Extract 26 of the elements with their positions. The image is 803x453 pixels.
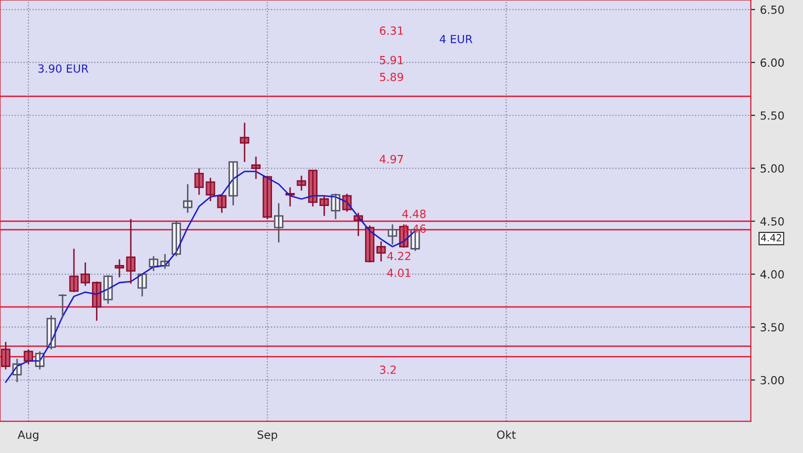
annotation: 3.2: [380, 366, 396, 374]
candlestick: [114, 258, 124, 278]
annotation: 4.22: [387, 252, 410, 260]
candlestick: [58, 294, 68, 318]
x-tick-label: Aug: [18, 430, 38, 442]
y-tick-label: 3.50: [760, 323, 784, 332]
annotation: 6.31: [380, 26, 403, 35]
y-tick-label: 4.50: [760, 217, 784, 226]
annotation: 4.46: [402, 224, 426, 233]
annotation: 5.91: [380, 56, 403, 64]
x-tick-label: Sep: [258, 430, 278, 442]
ref-line-label: 4.42: [761, 234, 782, 242]
y-tick-label: 6.50: [760, 6, 784, 14]
y-tick-label: 5.50: [760, 111, 784, 120]
y-tick-label: 4.00: [760, 270, 784, 279]
annotation: 5.89: [380, 72, 404, 82]
x-tick-label: Okt: [497, 430, 516, 439]
y-tick-label: 5.00: [760, 164, 784, 173]
annotation: 4.48: [402, 210, 426, 218]
annotation: 4.97: [380, 154, 403, 164]
annotation: 4 EUR: [440, 34, 472, 44]
annotation: 3.90 EUR: [38, 64, 88, 73]
y-tick-label: 6.00: [760, 58, 784, 67]
candlestick: [274, 202, 284, 244]
y-tick-label: 3.00: [760, 376, 784, 384]
annotation: 4.01: [387, 268, 410, 278]
